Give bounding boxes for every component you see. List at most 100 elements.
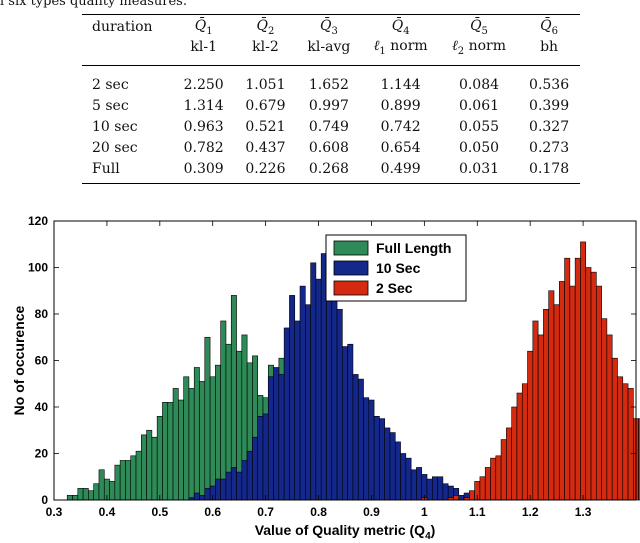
table-value-cell: 0.309 xyxy=(183,160,224,177)
x-tick-label: 0.7 xyxy=(257,505,274,519)
table-value-cell: 0.742 xyxy=(380,118,421,135)
histogram-bar xyxy=(151,436,158,501)
histogram-bar xyxy=(410,469,417,501)
histogram-bar xyxy=(289,295,296,501)
histogram-bar xyxy=(532,320,539,501)
row-duration-cell: 20 sec xyxy=(92,139,138,156)
table-value-cell: 0.055 xyxy=(458,118,500,135)
histogram-bar xyxy=(109,481,116,501)
histogram-bar xyxy=(172,388,179,501)
x-tick-label: 0.4 xyxy=(99,505,116,519)
legend-label: 10 Sec xyxy=(376,260,421,276)
histogram-bar xyxy=(262,413,269,501)
histogram-bar xyxy=(119,460,126,501)
x-tick-label: 0.3 xyxy=(46,505,63,519)
row-duration-cell: Full xyxy=(92,160,120,177)
legend-label: Full Length xyxy=(376,240,451,256)
histogram-bar xyxy=(437,476,444,501)
table-header-cell: ℓ2 norm xyxy=(451,37,507,57)
histogram-bar xyxy=(294,320,301,501)
histogram-bar xyxy=(516,392,523,501)
histogram-bar xyxy=(537,334,544,501)
table-value-cell: 0.399 xyxy=(529,97,570,114)
histogram-bar xyxy=(305,304,311,501)
y-axis-label: No of occurence xyxy=(11,305,27,415)
histogram-bar xyxy=(574,257,581,501)
histogram-bar xyxy=(606,334,613,501)
histogram-bar xyxy=(500,439,507,501)
histogram-bar xyxy=(188,388,195,501)
row-duration-cell: 2 sec xyxy=(92,76,129,93)
histogram-bar xyxy=(156,416,163,501)
histogram-bar xyxy=(368,399,375,501)
quality-measures-table: duration Q̄1 Q̄2 Q̄3 Q̄4 Q̄5 Q̄6 kl-1 kl-2 kl-av… xyxy=(82,14,580,184)
legend-swatch xyxy=(333,260,369,276)
histogram-bar xyxy=(98,469,105,501)
tick-labels: 0.3 0.4 0.5 0.6 0.7 0.8 0.9 1 1.1 1.2 1.3 0 20 40 60 80… xyxy=(28,214,592,519)
table-value-cell: 0.178 xyxy=(529,160,570,177)
table-header-cell xyxy=(82,37,173,66)
table-value-cell: 0.437 xyxy=(245,139,286,156)
y-tick-label: 0 xyxy=(41,493,48,507)
histogram-bar xyxy=(543,309,549,501)
y-tick-label: 120 xyxy=(28,214,48,228)
y-tick-label: 80 xyxy=(35,307,49,321)
row-duration-cell: 5 sec xyxy=(92,97,129,114)
histogram-bar xyxy=(484,467,491,501)
histogram-bar xyxy=(267,376,274,501)
histogram-bar xyxy=(225,471,232,501)
table-header-cell: bh xyxy=(540,39,559,55)
table-row: 20 sec 0.782 0.437 0.608 0.654 0.050 0.273 xyxy=(82,137,580,158)
histogram-bar xyxy=(93,483,100,501)
x-tick-label: 1.3 xyxy=(575,505,592,519)
table-value-cell: 0.499 xyxy=(380,160,421,177)
table-value-cell: 0.679 xyxy=(245,97,286,114)
x-tick-label: 0.9 xyxy=(363,505,380,519)
histogram-bar xyxy=(458,495,465,501)
histogram-bar xyxy=(167,402,174,501)
histogram-bar xyxy=(506,427,512,501)
table-value-cell: 0.226 xyxy=(245,160,286,177)
table-value-cell: 0.963 xyxy=(183,118,224,135)
histogram-bar xyxy=(352,374,359,501)
table-value-cell: 0.327 xyxy=(529,118,570,135)
histogram-bar xyxy=(241,460,248,501)
table-row: 10 sec 0.963 0.521 0.749 0.742 0.055 0.327 xyxy=(82,116,580,137)
histogram-bar xyxy=(342,346,348,501)
histogram-bar xyxy=(495,455,502,501)
histogram-bar xyxy=(278,374,285,501)
histogram-bar xyxy=(141,434,147,501)
legend-swatch xyxy=(333,280,369,296)
table-value-cell: 0.268 xyxy=(308,160,349,177)
table-value-cell: 1.144 xyxy=(380,76,421,93)
table-value-cell: 0.084 xyxy=(458,76,500,93)
table-header-cell: kl-2 xyxy=(252,39,279,55)
table-value-cell: 0.997 xyxy=(308,97,349,114)
histogram-bar xyxy=(553,304,560,501)
table-value-cell: 0.608 xyxy=(308,139,349,156)
table-value-cell: 1.051 xyxy=(245,76,286,93)
histogram-bar xyxy=(72,495,79,501)
table-caption: l six types quality measures. xyxy=(0,0,187,9)
histogram-bar xyxy=(416,467,423,501)
table-header-cell: kl-1 xyxy=(190,39,217,55)
histogram-bar xyxy=(220,478,227,501)
histogram-bar xyxy=(204,336,211,501)
table-header-cell: Q̄1 xyxy=(194,17,213,37)
table-value-cell: 0.061 xyxy=(458,97,500,114)
histogram-bar xyxy=(622,383,629,501)
histogram-bar xyxy=(521,383,528,501)
histogram-bar xyxy=(580,241,587,501)
table-value-cell: 1.314 xyxy=(183,97,224,114)
histogram-bar xyxy=(363,397,370,501)
histogram-bar xyxy=(627,388,634,501)
histogram-bar xyxy=(315,278,322,501)
table-header-cell: kl-avg xyxy=(307,39,351,55)
table-value-cell: 0.899 xyxy=(380,97,421,114)
table-value-cell: 0.050 xyxy=(458,139,500,156)
table-value-cell: 0.536 xyxy=(529,76,570,93)
x-tick-label: 1.2 xyxy=(522,505,539,519)
histogram-bar xyxy=(601,318,608,501)
histogram-bar xyxy=(88,490,94,501)
histogram-bar xyxy=(82,488,89,501)
